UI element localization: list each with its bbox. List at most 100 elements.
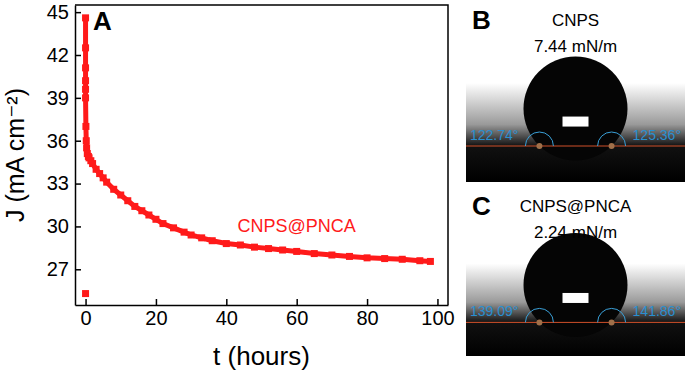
- baseline: [466, 322, 685, 323]
- panel-label: B: [472, 5, 491, 35]
- angle-arc: [525, 132, 553, 146]
- x-tick-label: 80: [356, 307, 378, 329]
- y-tick-mark: [75, 183, 81, 185]
- y-tick: 39: [47, 87, 81, 109]
- data-point: [293, 248, 300, 255]
- y-tick-mark: [75, 55, 81, 57]
- photo-panel: BCNPS7.44 mN/m122.74°125.36°: [466, 2, 685, 182]
- data-point: [124, 197, 131, 204]
- angle-arc: [598, 308, 626, 322]
- data-point: [110, 186, 117, 193]
- angle-arc: [598, 132, 626, 146]
- y-tick-label: 39: [47, 87, 69, 109]
- data-point: [152, 216, 159, 223]
- data-point: [82, 14, 89, 21]
- x-tick-label: 20: [145, 307, 167, 329]
- x-tick-mark: [226, 299, 228, 305]
- contact-angle: 141.86°: [633, 303, 681, 319]
- y-tick-label: 45: [47, 1, 69, 23]
- photo-background: [466, 188, 685, 356]
- panel-label: C: [472, 191, 491, 221]
- data-point: [251, 244, 258, 251]
- y-tick-label: 42: [47, 44, 69, 66]
- data-point: [346, 253, 353, 260]
- y-tick-mark: [75, 269, 81, 271]
- data-point: [427, 258, 434, 265]
- x-tick-label: 0: [80, 307, 91, 329]
- sample-label: CNPS@PNCA: [520, 197, 632, 216]
- data-point: [82, 64, 89, 71]
- data-point: [138, 207, 145, 214]
- data-line: [86, 18, 431, 294]
- data-point: [223, 240, 230, 247]
- y-tick-label: 33: [47, 172, 69, 194]
- data-point: [381, 255, 388, 262]
- data-point: [82, 86, 89, 93]
- y-tick-label: 30: [47, 215, 69, 237]
- x-tick-mark: [367, 299, 369, 305]
- data-point: [83, 137, 90, 144]
- x-tick-mark: [437, 299, 439, 305]
- x-tick: 80: [356, 299, 378, 329]
- y-tick: 36: [47, 130, 81, 152]
- contact-angle: 139.09°: [470, 303, 518, 319]
- plot-frame: [75, 5, 448, 305]
- baseline: [466, 146, 685, 147]
- droplet: [524, 233, 628, 337]
- plot-area: [82, 14, 434, 297]
- data-point: [117, 192, 124, 199]
- x-tick: 20: [145, 299, 167, 329]
- photo-panel: C CNPS@PNCA 2.24 mN/m 139.09° 141.86°: [466, 188, 685, 356]
- data-point: [364, 254, 371, 261]
- data-point: [131, 203, 138, 210]
- y-tick-mark: [75, 98, 81, 100]
- y-tick-mark: [75, 12, 81, 14]
- x-tick-label: 60: [286, 307, 308, 329]
- data-point: [237, 242, 244, 249]
- x-tick-mark: [85, 299, 87, 305]
- x-tick: 60: [286, 299, 308, 329]
- x-tick-mark: [296, 299, 298, 305]
- data-point: [170, 224, 177, 231]
- contact-angle: 125.36°: [633, 127, 681, 143]
- contact-point: [536, 319, 542, 325]
- droplet-highlight: [563, 117, 589, 127]
- y-tick-mark: [75, 226, 81, 228]
- x-tick-label: 100: [421, 307, 454, 329]
- data-point: [82, 290, 89, 297]
- data-point: [145, 212, 152, 219]
- y-axis-title: J (mA cm⁻²): [1, 88, 29, 222]
- data-point: [188, 232, 195, 239]
- contact-point: [609, 319, 615, 325]
- data-point: [82, 123, 89, 130]
- photo-background: [466, 2, 685, 182]
- x-tick-mark: [156, 299, 158, 305]
- x-tick: 0: [80, 299, 91, 329]
- data-point: [265, 245, 272, 252]
- y-tick: 42: [47, 44, 81, 66]
- droplet: [524, 57, 628, 161]
- x-tick: 100: [421, 299, 454, 329]
- x-axis-title: t (hours): [213, 341, 310, 371]
- data-point: [416, 257, 423, 264]
- data-point: [103, 179, 110, 186]
- data-point: [198, 234, 205, 241]
- droplet-highlight: [563, 293, 589, 303]
- data-point: [399, 256, 406, 263]
- data-point: [311, 250, 318, 257]
- data-point: [82, 44, 89, 51]
- data-point: [82, 77, 89, 84]
- data-point: [328, 252, 335, 259]
- data-point: [181, 229, 188, 236]
- angle-arc: [525, 308, 553, 322]
- x-tick: 40: [216, 299, 238, 329]
- surface-tension: 7.44 mN/m: [534, 37, 617, 56]
- data-point: [159, 220, 166, 227]
- data-point: [279, 247, 286, 254]
- surface-tension: 2.24 mN/m: [534, 223, 617, 242]
- sample-label: CNPS: [552, 11, 599, 30]
- x-axis: 0 20 40 60 80 100: [76, 299, 455, 329]
- data-point: [82, 94, 89, 101]
- y-axis: 27 30 33 36 39 42 45: [47, 1, 81, 305]
- y-tick-label: 27: [47, 258, 69, 280]
